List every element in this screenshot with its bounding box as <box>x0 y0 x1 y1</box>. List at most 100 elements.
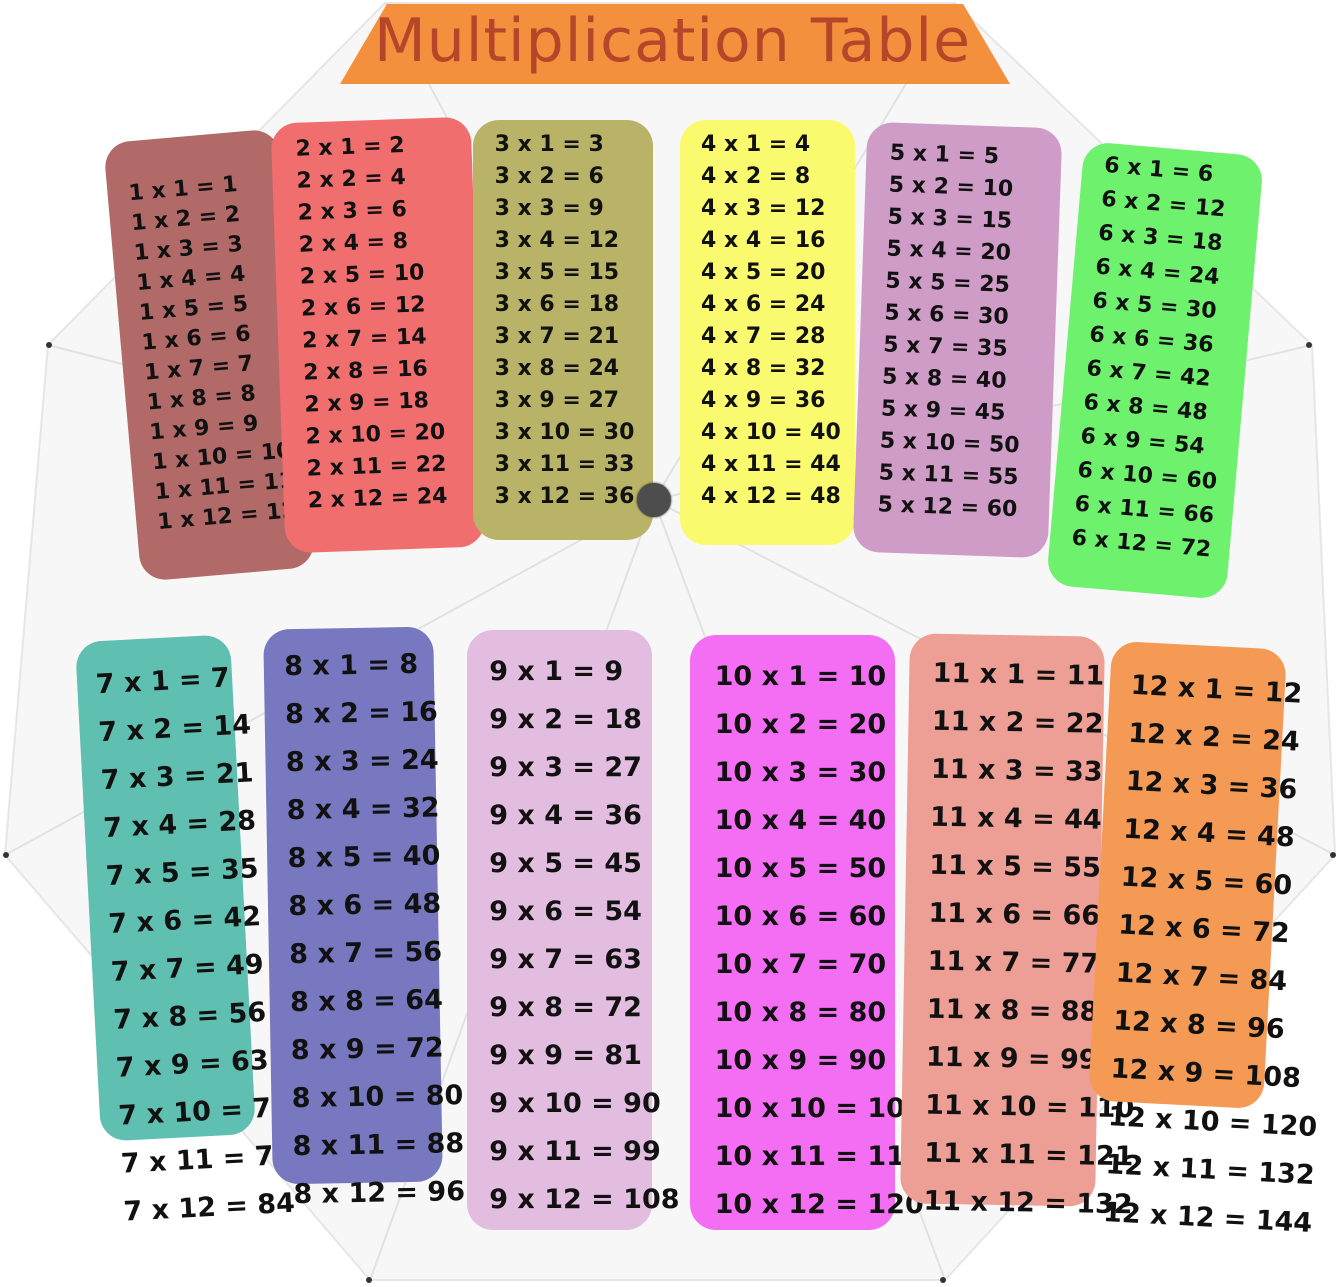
table-row: 5 x 12 = 60 <box>877 492 1018 523</box>
table-row: 4 x 2 = 8 <box>701 164 811 189</box>
table-row: 8 x 1 = 8 <box>283 648 419 683</box>
table-row: 1 x 4 = 4 <box>135 261 247 297</box>
table-row: 3 x 6 = 18 <box>494 292 620 317</box>
table-row: 8 x 5 = 40 <box>287 840 441 875</box>
table-row: 8 x 7 = 56 <box>288 936 443 971</box>
table-row: 12 x 5 = 60 <box>1119 861 1293 902</box>
table-row: 2 x 3 = 6 <box>297 196 408 226</box>
table-row: 11 x 6 = 66 <box>928 897 1101 932</box>
rib-tip-icon <box>1330 852 1336 858</box>
table-row: 11 x 3 = 33 <box>930 753 1103 788</box>
table-row: 7 x 5 = 35 <box>105 853 260 893</box>
table-row: 2 x 10 = 20 <box>305 419 446 450</box>
table-row: 7 x 4 = 28 <box>102 805 257 845</box>
table-row: 6 x 12 = 72 <box>1070 525 1213 563</box>
table-row: 1 x 3 = 3 <box>132 231 244 267</box>
table-column-11: 11 x 1 = 11 11 x 2 = 22 11 x 3 = 33 11 x 4 … <box>900 633 1135 1220</box>
table-row: 5 x 1 = 5 <box>889 140 1000 170</box>
table-row: 7 x 9 = 63 <box>115 1044 270 1084</box>
table-row: 7 x 2 = 14 <box>97 709 252 749</box>
table-row: 4 x 7 = 28 <box>701 324 826 349</box>
table-row: 10 x 10 = 100 <box>714 1093 924 1124</box>
table-row: 9 x 10 = 90 <box>489 1088 661 1119</box>
table-row: 7 x 6 = 42 <box>107 901 262 941</box>
table-row: 9 x 5 = 45 <box>489 848 642 879</box>
table-row: 6 x 4 = 24 <box>1094 254 1221 291</box>
table-row: 12 x 4 = 48 <box>1122 813 1296 854</box>
table-column-12: 12 x 1 = 12 12 x 2 = 24 12 x 3 = 36 12 x 4 … <box>1088 640 1318 1239</box>
table-row: 10 x 4 = 40 <box>714 805 887 836</box>
table-row: 10 x 5 = 50 <box>714 853 887 884</box>
table-row: 9 x 11 = 99 <box>489 1136 661 1167</box>
table-row: 10 x 2 = 20 <box>714 709 887 740</box>
table-row: 4 x 9 = 36 <box>701 388 826 413</box>
table-row: 9 x 6 = 54 <box>489 896 642 927</box>
table-row: 11 x 8 = 88 <box>926 993 1099 1028</box>
table-row: 5 x 7 = 35 <box>882 332 1009 362</box>
table-column-8: 8 x 1 = 8 8 x 2 = 16 8 x 3 = 24 8 x 4 = 32 8… <box>263 626 465 1210</box>
table-column-9: 9 x 1 = 9 9 x 2 = 18 9 x 3 = 27 9 x 4 = 36 9… <box>467 630 680 1230</box>
table-row: 2 x 7 = 14 <box>301 324 428 354</box>
table-row: 2 x 9 = 18 <box>303 388 430 418</box>
table-row: 11 x 1 = 11 <box>932 657 1105 692</box>
table-row: 5 x 6 = 30 <box>883 300 1010 330</box>
table-row: 8 x 12 = 96 <box>293 1176 466 1211</box>
table-row: 9 x 1 = 9 <box>489 656 624 687</box>
table-row: 4 x 1 = 4 <box>701 132 811 157</box>
table-row: 11 x 9 = 99 <box>925 1041 1098 1076</box>
rib-tip-icon <box>366 1277 372 1283</box>
table-row: 1 x 8 = 8 <box>145 381 257 416</box>
table-row: 3 x 11 = 33 <box>494 452 635 477</box>
table-column-10: 10 x 1 = 10 10 x 2 = 20 10 x 3 = 30 10 x 4 … <box>690 635 924 1230</box>
table-row: 4 x 8 = 32 <box>701 356 826 381</box>
table-row: 12 x 8 = 96 <box>1112 1005 1286 1046</box>
table-row: 1 x 5 = 5 <box>138 291 249 326</box>
table-row: 10 x 6 = 60 <box>714 901 887 932</box>
table-row: 8 x 9 = 72 <box>290 1032 444 1067</box>
table-row: 6 x 8 = 48 <box>1082 389 1209 426</box>
table-row: 6 x 11 = 66 <box>1073 491 1216 529</box>
table-row: 1 x 2 = 2 <box>130 201 242 237</box>
table-row: 4 x 5 = 20 <box>701 260 826 285</box>
table-row: 1 x 1 = 1 <box>127 171 239 207</box>
table-row: 2 x 11 = 22 <box>306 451 447 482</box>
table-row: 4 x 11 = 44 <box>701 452 841 477</box>
table-row: 6 x 6 = 36 <box>1088 322 1215 358</box>
table-row: 10 x 1 = 10 <box>714 661 887 692</box>
table-row: 6 x 5 = 30 <box>1091 288 1218 325</box>
rib-tip-icon <box>46 342 52 348</box>
table-row: 3 x 5 = 15 <box>494 260 620 285</box>
table-column-7: 7 x 1 = 7 7 x 2 = 14 7 x 3 = 21 7 x 4 = 28 7… <box>75 634 296 1228</box>
table-row: 3 x 1 = 3 <box>494 132 604 157</box>
table-row: 10 x 9 = 90 <box>714 1045 887 1076</box>
table-row: 8 x 4 = 32 <box>286 792 440 827</box>
table-row: 5 x 8 = 40 <box>881 364 1007 394</box>
table-row: 6 x 9 = 54 <box>1079 423 1206 460</box>
table-row: 2 x 4 = 8 <box>298 228 409 258</box>
table-row: 5 x 10 = 50 <box>879 428 1020 459</box>
table-row: 12 x 2 = 24 <box>1127 717 1301 758</box>
table-row: 11 x 5 = 55 <box>929 849 1102 884</box>
table-row: 11 x 4 = 44 <box>929 801 1102 836</box>
title-banner: Multiplication Table <box>340 4 1010 84</box>
table-row: 10 x 3 = 30 <box>714 757 887 788</box>
table-row: 8 x 10 = 80 <box>291 1080 464 1115</box>
table-row: 3 x 9 = 27 <box>494 388 620 413</box>
table-row: 6 x 10 = 60 <box>1076 457 1218 495</box>
table-row: 6 x 3 = 18 <box>1097 220 1224 257</box>
table-row: 6 x 2 = 12 <box>1100 186 1227 223</box>
table-row: 4 x 3 = 12 <box>701 196 826 221</box>
table-row: 11 x 2 = 22 <box>931 705 1104 740</box>
table-row: 9 x 12 = 108 <box>489 1184 680 1215</box>
table-row: 11 x 12 = 132 <box>923 1185 1133 1221</box>
table-column-3: 3 x 1 = 3 3 x 2 = 6 3 x 3 = 9 3 x 4 = 12 3 x… <box>473 120 653 540</box>
table-row: 3 x 8 = 24 <box>494 356 620 381</box>
table-row: 4 x 10 = 40 <box>701 420 841 445</box>
table-row: 6 x 7 = 42 <box>1085 356 1212 392</box>
table-row: 10 x 7 = 70 <box>714 949 887 980</box>
table-row: 9 x 4 = 36 <box>489 800 642 831</box>
table-row: 2 x 8 = 16 <box>302 356 429 386</box>
table-row: 7 x 7 = 49 <box>110 948 265 988</box>
table-row: 12 x 3 = 36 <box>1125 765 1298 806</box>
table-row: 10 x 11 = 110 <box>714 1141 924 1172</box>
